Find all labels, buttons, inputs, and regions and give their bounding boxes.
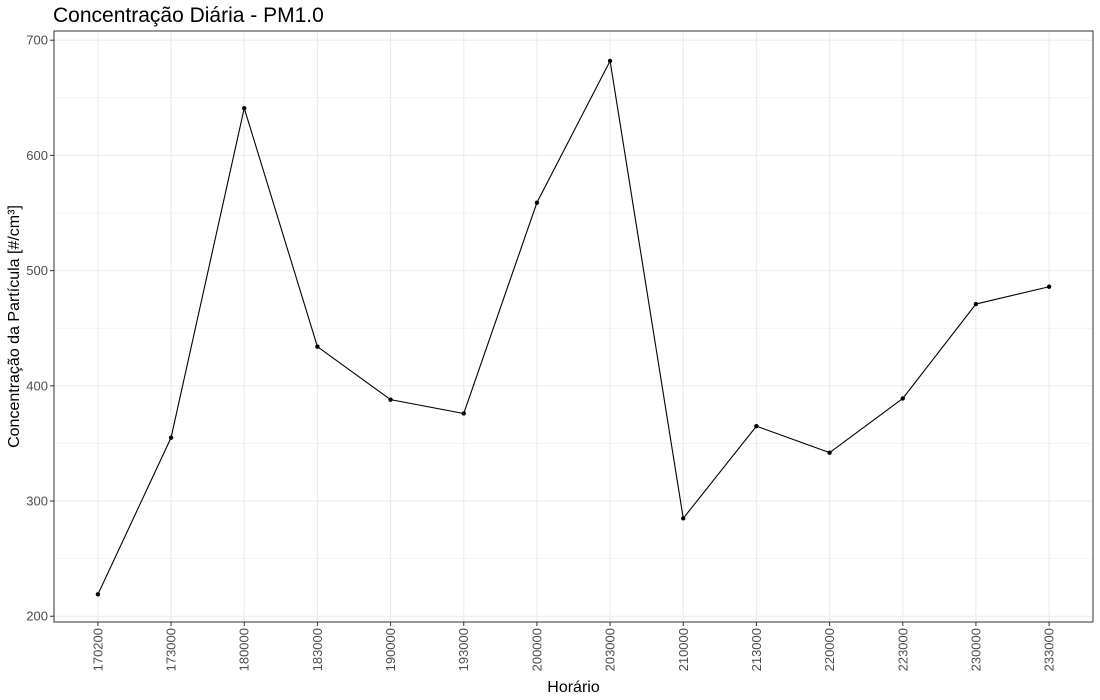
x-tick-label: 233000 [1042, 628, 1057, 671]
data-point [168, 435, 174, 440]
y-tick-label: 300 [26, 494, 48, 509]
data-point [900, 396, 905, 401]
y-axis-title: Concentração da Partícula [#/cm³] [6, 205, 23, 448]
x-axis: 170200 173000 180000 183000 190000 193000 2000… [90, 622, 1057, 671]
y-tick-label: 600 [26, 148, 48, 163]
data-point [242, 105, 247, 111]
x-tick-label: 173000 [164, 628, 179, 671]
data-point [95, 592, 101, 597]
data-point [681, 516, 686, 521]
x-tick-label: 223000 [895, 628, 910, 671]
y-tick-label: 700 [26, 33, 48, 48]
x-tick-label: 230000 [968, 628, 983, 671]
x-tick-label: 203000 [603, 628, 618, 671]
x-tick-label: 213000 [749, 628, 764, 671]
data-point [607, 58, 613, 64]
x-axis-title: Horário [547, 679, 600, 696]
x-tick-label: 183000 [310, 628, 325, 671]
series-polyline [97, 59, 1050, 595]
x-tick-label: 180000 [237, 628, 252, 671]
y-axis: 200 300 400 500 600 700 [26, 33, 54, 624]
data-point [461, 411, 466, 416]
series-line [97, 59, 1050, 595]
grid-major [54, 31, 1093, 622]
y-tick-label: 400 [26, 378, 48, 393]
x-tick-label: 170200 [90, 628, 105, 671]
data-points [95, 58, 1052, 597]
x-tick-label: 210000 [676, 628, 691, 671]
data-point [754, 423, 759, 429]
data-point [973, 301, 979, 307]
data-point [827, 450, 832, 455]
data-point [315, 344, 320, 349]
data-point [1046, 284, 1052, 289]
x-tick-label: 220000 [822, 628, 837, 671]
y-tick-label: 200 [26, 609, 48, 624]
y-tick-label: 500 [26, 263, 48, 278]
data-point [534, 200, 540, 205]
x-tick-label: 193000 [456, 628, 471, 671]
x-tick-label: 190000 [383, 628, 398, 671]
grid-minor [54, 97, 1093, 559]
chart-title: Concentração Diária - PM1.0 [53, 4, 324, 27]
data-point [388, 397, 393, 402]
x-tick-label: 200000 [529, 628, 544, 671]
panel-border [53, 30, 1094, 623]
